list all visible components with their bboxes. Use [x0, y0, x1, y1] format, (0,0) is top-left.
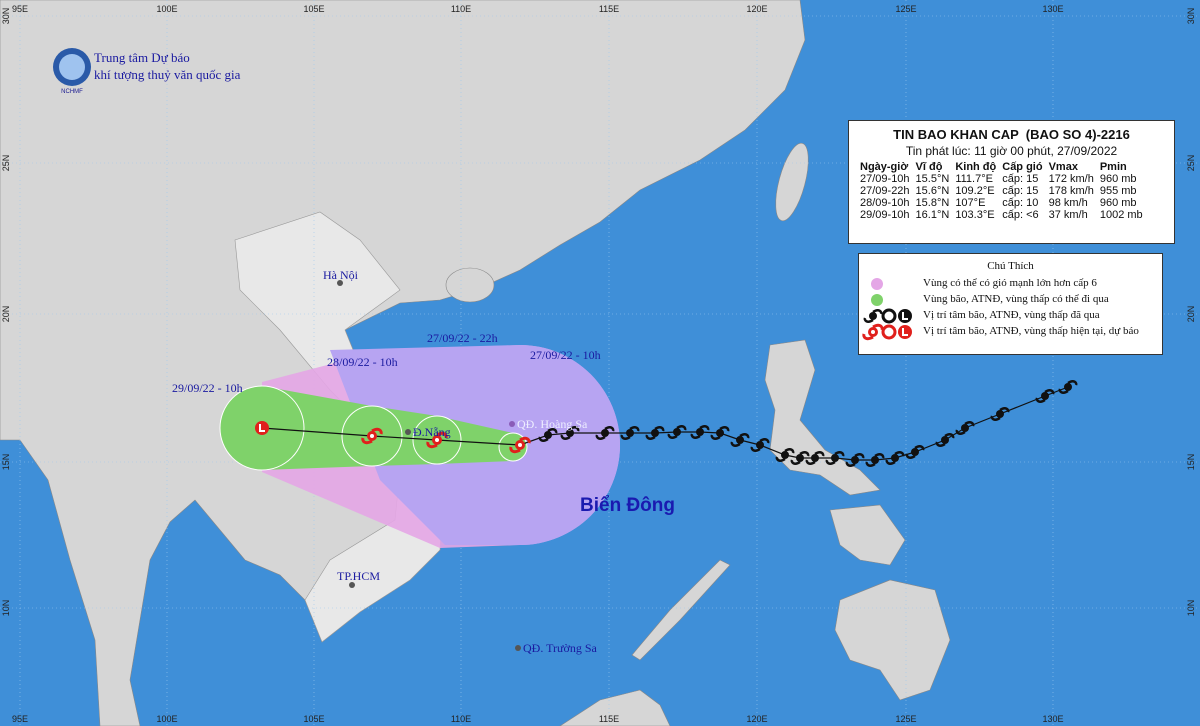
- table-cell: 15.6°N: [915, 185, 950, 197]
- forecast-cone: [219, 385, 528, 471]
- table-cell: cấp: <6: [1002, 209, 1039, 221]
- lon-label: 105E: [303, 714, 324, 724]
- city-label: Đ.Nẵng: [413, 425, 451, 439]
- table-cell: 172 km/h: [1048, 173, 1094, 185]
- bulletin-table: Ngày-giờ Vĩ độ Kinh độ Cấp gió Vmax Pmin 27/09…: [857, 161, 1146, 221]
- table-cell: 27/09-22h: [860, 185, 910, 197]
- city-label: TP.HCM: [337, 569, 380, 583]
- lat-label: 20N: [1, 306, 11, 323]
- lat-label: 30N: [1, 8, 11, 25]
- legend-item: Vị trí tâm bão, ATNĐ, vùng thấp hiện tại…: [923, 325, 1139, 337]
- lat-label: 10N: [1, 600, 11, 617]
- table-cell: 955 mb: [1099, 185, 1137, 197]
- table-row: 27/09-22h 15.6°N 109.2°E cấp: 15 178 km/h 955…: [857, 185, 1146, 197]
- time-label: 29/09/22 - 10h: [172, 381, 243, 395]
- sea-label: Biển Đông: [580, 495, 675, 516]
- mindanao: [834, 579, 951, 701]
- legend: Chú Thích Vùng có thể có gió mạnh lớn hơ…: [858, 253, 1163, 355]
- org-name: khí tượng thuỷ văn quốc gia: [94, 67, 241, 82]
- column-header: Pmin: [1099, 161, 1127, 173]
- lon-label: 120E: [746, 714, 767, 724]
- lat-label: 15N: [1186, 454, 1196, 471]
- table-cell: cấp: 15: [1002, 185, 1039, 197]
- legend-item: Vùng có thể có gió mạnh lớn hơn cấp 6: [923, 277, 1097, 289]
- borneo: [559, 689, 671, 726]
- cities: [337, 280, 521, 651]
- column-header: Ngày-giờ: [860, 161, 909, 173]
- lon-label: 105E: [303, 4, 324, 14]
- table-cell: cấp: 15: [1002, 173, 1039, 185]
- table-cell: 111.7°E: [955, 173, 993, 185]
- column-header: Kinh độ: [955, 161, 997, 173]
- lon-label: 110E: [451, 4, 471, 14]
- logo: [53, 48, 91, 86]
- column-header: Vmax: [1048, 161, 1078, 173]
- table-cell: 103.3°E: [955, 209, 995, 221]
- legend-item: Vị trí tâm bão, ATNĐ, vùng thấp đã qua: [923, 309, 1100, 321]
- taiwan: [775, 142, 809, 222]
- table-cell: 37 km/h: [1048, 209, 1088, 221]
- low-pressure-position: [254, 420, 270, 436]
- time-label: 28/09/22 - 10h: [327, 355, 398, 369]
- lat-label: 25N: [1186, 155, 1196, 172]
- time-label: 27/09/22 - 10h: [530, 348, 601, 362]
- column-header: Vĩ độ: [915, 161, 943, 173]
- table-cell: 98 km/h: [1048, 197, 1088, 209]
- org-name: Trung tâm Dự báo: [94, 50, 190, 65]
- table-cell: 15.5°N: [915, 173, 950, 185]
- table-cell: 28/09-10h: [860, 197, 910, 209]
- table-row: 28/09-10h 15.8°N 107°E cấp: 10 98 km/h 960 mb: [857, 197, 1146, 209]
- table-cell: 27/09-10h: [860, 173, 910, 185]
- table-cell: cấp: 10: [1002, 197, 1039, 209]
- visayas: [829, 504, 906, 566]
- column-header: Cấp gió: [1002, 161, 1043, 173]
- axis-labels: 95E 95E 100E 100E 105E 105E 110E 110E 115E 115E 12…: [1, 4, 1196, 724]
- table-cell: 960 mb: [1099, 173, 1137, 185]
- lon-label: 100E: [156, 714, 177, 724]
- lon-label: 120E: [746, 4, 767, 14]
- lon-label: 110E: [451, 714, 471, 724]
- table-cell: 178 km/h: [1048, 185, 1094, 197]
- lon-label: 95E: [12, 714, 28, 724]
- table-cell: 107°E: [955, 197, 986, 209]
- city-label: Hà Nội: [323, 268, 359, 282]
- lat-label: 10N: [1186, 600, 1196, 617]
- lon-label: 130E: [1042, 714, 1063, 724]
- table-header: Ngày-giờ Vĩ độ Kinh độ Cấp gió Vmax Pmin: [857, 161, 1146, 173]
- table-cell: 29/09-10h: [860, 209, 910, 221]
- lon-label: 130E: [1042, 4, 1063, 14]
- table-cell: 15.8°N: [915, 197, 950, 209]
- lon-label: 115E: [599, 4, 619, 14]
- island-label: QĐ. Hoàng Sa: [517, 417, 588, 431]
- lon-label: 100E: [156, 4, 177, 14]
- legend-title: Chú Thích: [987, 260, 1034, 272]
- table-cell: 109.2°E: [955, 185, 995, 197]
- lat-label: 30N: [1186, 8, 1196, 25]
- table-row: 29/09-10h 16.1°N 103.3°E cấp: <6 37 km/h 1002…: [857, 209, 1146, 221]
- table-cell: 1002 mb: [1099, 209, 1143, 221]
- bulletin-issued: Tin phát lúc: 11 giờ 00 phút, 27/09/2022: [905, 144, 1118, 158]
- legend-icons: [862, 278, 913, 341]
- table-cell: 960 mb: [1099, 197, 1137, 209]
- lon-label: 125E: [895, 4, 916, 14]
- lon-label: 95E: [12, 4, 28, 14]
- logo-text: NCHMF: [61, 89, 83, 95]
- lat-label: 20N: [1186, 306, 1196, 323]
- table-row: 27/09-10h 15.5°N 111.7°E cấp: 15 172 km/h 960…: [857, 173, 1146, 185]
- hainan: [445, 267, 495, 303]
- palawan: [631, 559, 731, 661]
- table-cell: 16.1°N: [915, 209, 950, 221]
- bulletin-box: TIN BAO KHAN CAP (BAO SO 4)-2216 Tin phá…: [848, 120, 1175, 244]
- lat-label: 15N: [1, 454, 11, 471]
- bulletin-title: TIN BAO KHAN CAP (BAO SO 4)-2216: [893, 127, 1130, 142]
- lat-label: 25N: [1, 155, 11, 172]
- lon-label: 115E: [599, 714, 619, 724]
- legend-item: Vùng bão, ATNĐ, vùng thấp có thể đi qua: [923, 293, 1109, 305]
- island-label: QĐ. Trường Sa: [523, 641, 598, 655]
- lon-label: 125E: [895, 714, 916, 724]
- time-label: 27/09/22 - 22h: [427, 331, 498, 345]
